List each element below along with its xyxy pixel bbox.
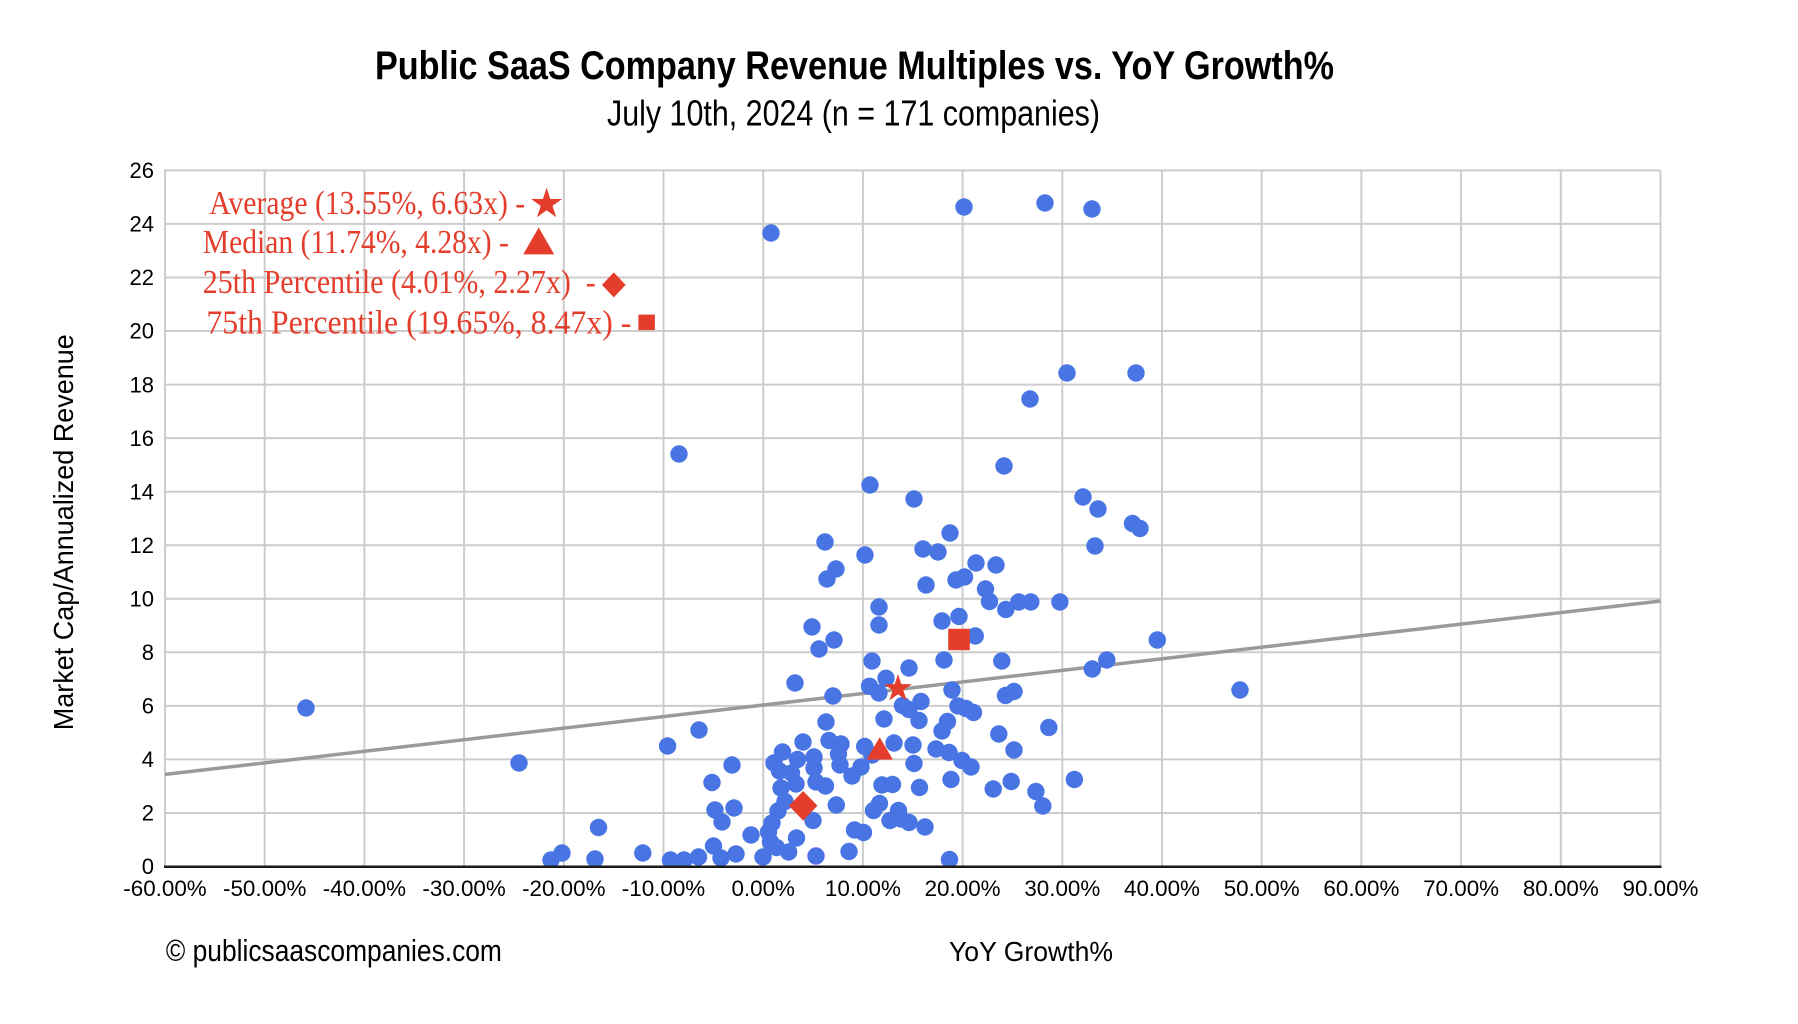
svg-text:12: 12 (130, 533, 154, 558)
svg-text:14: 14 (130, 479, 154, 504)
svg-text:-60.00%: -60.00% (123, 876, 206, 901)
svg-text:22: 22 (130, 265, 154, 290)
svg-text:25th Percentile (4.01%, 2.27x): 25th Percentile (4.01%, 2.27x) - (203, 264, 596, 301)
svg-text:-50.00%: -50.00% (223, 876, 306, 901)
svg-text:Market Cap/Annualized Revenue: Market Cap/Annualized Revenue (48, 334, 79, 730)
svg-text:-40.00%: -40.00% (323, 876, 406, 901)
svg-text:6: 6 (142, 694, 154, 719)
svg-text:Public SaaS Company Revenue Mu: Public SaaS Company Revenue Multiples vs… (375, 44, 1334, 88)
svg-text:4: 4 (142, 747, 154, 772)
svg-text:16: 16 (130, 426, 154, 451)
svg-text:50.00%: 50.00% (1224, 876, 1300, 901)
svg-text:2: 2 (142, 801, 154, 826)
svg-text:20.00%: 20.00% (925, 876, 1001, 901)
svg-text:0.00%: 0.00% (731, 876, 795, 901)
svg-text:0: 0 (142, 854, 154, 879)
svg-text:© publicsaascompanies.com: © publicsaascompanies.com (166, 933, 502, 968)
svg-text:8: 8 (142, 640, 154, 665)
svg-text:10: 10 (130, 587, 154, 612)
svg-text:Median (11.74%, 4.28x) -: Median (11.74%, 4.28x) - (203, 224, 509, 261)
svg-text:26: 26 (130, 158, 154, 183)
svg-text:30.00%: 30.00% (1024, 876, 1100, 901)
svg-text:80.00%: 80.00% (1523, 876, 1599, 901)
svg-text:July 10th, 2024 (n = 171 compa: July 10th, 2024 (n = 171 companies) (607, 92, 1100, 133)
svg-text:70.00%: 70.00% (1423, 876, 1499, 901)
svg-text:18: 18 (130, 372, 154, 397)
svg-text:-20.00%: -20.00% (522, 876, 605, 901)
svg-text:20: 20 (130, 319, 154, 344)
svg-text:24: 24 (130, 212, 154, 237)
svg-text:Average (13.55%, 6.63x) -: Average (13.55%, 6.63x) - (209, 185, 525, 222)
svg-text:60.00%: 60.00% (1323, 876, 1399, 901)
svg-text:90.00%: 90.00% (1623, 876, 1699, 901)
svg-text:40.00%: 40.00% (1124, 876, 1200, 901)
svg-text:YoY Growth%: YoY Growth% (949, 936, 1113, 967)
svg-text:-30.00%: -30.00% (422, 876, 505, 901)
svg-text:-10.00%: -10.00% (622, 876, 705, 901)
svg-text:10.00%: 10.00% (825, 876, 901, 901)
svg-text:75th Percentile (19.65%, 8.47x: 75th Percentile (19.65%, 8.47x) - (206, 305, 631, 342)
